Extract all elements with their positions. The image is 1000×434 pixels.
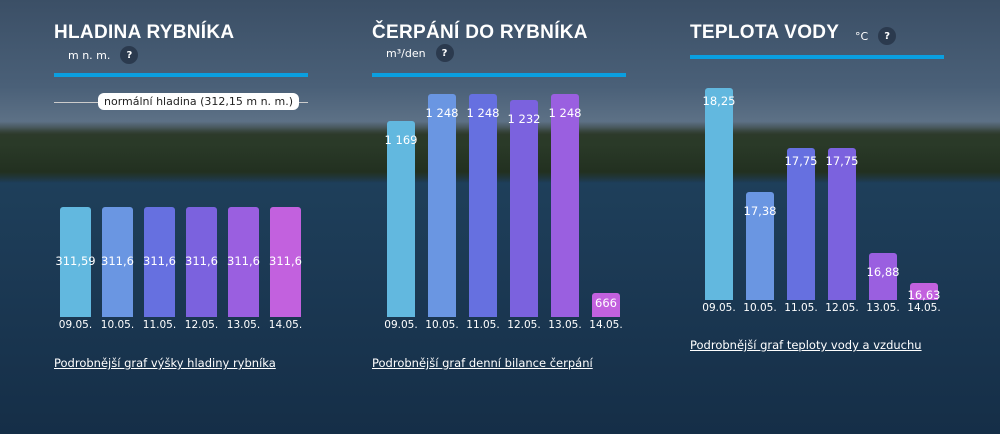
- bar-value-label: 1 248: [425, 106, 459, 121]
- bar-11.05.[interactable]: [469, 94, 497, 317]
- bar-09.05.[interactable]: [387, 121, 415, 317]
- bar-value-label: 1 248: [548, 106, 582, 121]
- bar-09.05.[interactable]: [705, 87, 733, 300]
- detail-link-level[interactable]: Podrobnější graf výšky hladiny rybníka: [54, 356, 276, 370]
- unit-label: m n. m.: [68, 48, 111, 62]
- bar-value-label: 311,6: [269, 254, 302, 268]
- bar-value-label: 666: [595, 296, 617, 311]
- divider: [372, 73, 626, 77]
- help-icon[interactable]: ?: [435, 44, 454, 62]
- day-label: 13.05.: [226, 319, 261, 331]
- day-label: 10.05.: [425, 319, 459, 331]
- panel-title: TEPLOTA VODY: [690, 22, 840, 43]
- unit-row: m³/den?: [386, 44, 454, 62]
- day-label: 11.05.: [142, 319, 177, 331]
- bar-value-label: 1 248: [466, 106, 500, 121]
- day-label: 09.05.: [702, 302, 736, 314]
- day-label: 12.05.: [825, 302, 859, 314]
- panel-water-level: HLADINA RYBNÍKA m n. m.? normální hladin…: [54, 0, 308, 434]
- unit-label: °C: [855, 29, 869, 43]
- bar-13.05.[interactable]: [228, 207, 259, 317]
- bar-value-label: 17,75: [825, 153, 859, 168]
- bar-value-label: 311,59: [55, 254, 96, 268]
- bar-value-label: 17,75: [784, 153, 818, 168]
- day-label: 14.05.: [907, 302, 941, 314]
- panel-title: HLADINA RYBNÍKA: [54, 22, 235, 43]
- bar-12.05.[interactable]: [828, 147, 856, 300]
- bar-value-label: 1 232: [507, 111, 541, 126]
- day-label: 09.05.: [58, 319, 93, 331]
- bar-value-label: 18,25: [702, 93, 736, 108]
- panel-pumping: ČERPÁNÍ DO RYBNÍKA m³/den? Podrobnější g…: [372, 0, 626, 434]
- day-label: 14.05.: [589, 319, 623, 331]
- day-label: 13.05.: [548, 319, 582, 331]
- detail-link-pumping[interactable]: Podrobnější graf denní bilance čerpání: [372, 356, 593, 370]
- unit-row: m n. m.?: [68, 46, 139, 64]
- normal-level-label: normální hladina (312,15 m n. m.): [98, 93, 300, 110]
- bar-14.05.[interactable]: [592, 293, 620, 317]
- day-label: 11.05.: [784, 302, 818, 314]
- day-label: 12.05.: [184, 319, 219, 331]
- bar-13.05.[interactable]: [869, 252, 897, 300]
- day-label: 14.05.: [268, 319, 303, 331]
- bar-13.05.[interactable]: [551, 94, 579, 317]
- help-icon[interactable]: ?: [878, 27, 897, 45]
- panel-water-temperature: TEPLOTA VODY °C? Podrobnější graf teplot…: [690, 0, 944, 434]
- day-label: 10.05.: [743, 302, 777, 314]
- day-label: 13.05.: [866, 302, 900, 314]
- day-label: 11.05.: [466, 319, 500, 331]
- bar-10.05.[interactable]: [746, 192, 774, 300]
- bar-value-label: 17,38: [743, 204, 777, 219]
- day-label: 10.05.: [100, 319, 135, 331]
- bar-11.05.[interactable]: [787, 147, 815, 300]
- bar-value-label: 16,63: [907, 287, 941, 302]
- detail-link-temperature[interactable]: Podrobnější graf teploty vody a vzduchu: [690, 338, 922, 352]
- bar-12.05.[interactable]: [186, 207, 217, 317]
- unit-label: m³/den: [386, 46, 426, 60]
- bar-value-label: 311,6: [101, 254, 134, 268]
- bar-value-label: 311,6: [143, 254, 176, 268]
- bar-value-label: 1 169: [384, 133, 418, 148]
- bar-11.05.[interactable]: [144, 207, 175, 317]
- panel-title: ČERPÁNÍ DO RYBNÍKA: [372, 22, 588, 43]
- bar-10.05.[interactable]: [102, 207, 133, 317]
- divider: [690, 55, 944, 59]
- bar-value-label: 16,88: [866, 264, 900, 279]
- bar-value-label: 311,6: [227, 254, 260, 268]
- day-label: 12.05.: [507, 319, 541, 331]
- day-label: 09.05.: [384, 319, 418, 331]
- bar-14.05.[interactable]: [910, 282, 938, 300]
- divider: [54, 73, 308, 77]
- bar-value-label: 311,6: [185, 254, 218, 268]
- bar-10.05.[interactable]: [428, 94, 456, 317]
- bar-09.05.[interactable]: [60, 207, 91, 317]
- bar-12.05.[interactable]: [510, 99, 538, 317]
- bar-14.05.[interactable]: [270, 207, 301, 317]
- unit-row: °C?: [855, 27, 897, 45]
- help-icon[interactable]: ?: [120, 46, 139, 64]
